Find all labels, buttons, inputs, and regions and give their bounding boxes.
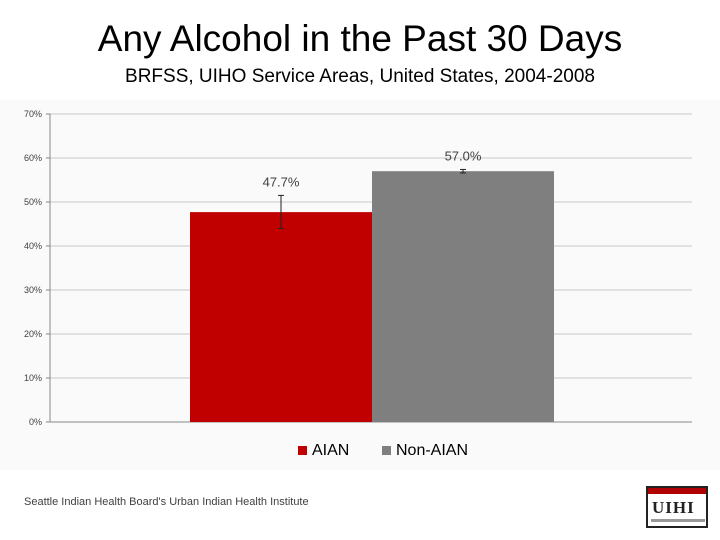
slide-subtitle: BRFSS, UIHO Service Areas, United States… <box>125 66 595 87</box>
bar-chart: 0% 10% 20% 30% 40% 50% 60% 70% 47.7% 57.0% AIAN Non… <box>24 109 692 459</box>
y-tick-label: 10% <box>24 373 42 383</box>
logo-text: UIHI <box>652 498 695 517</box>
y-tick-label: 70% <box>24 109 42 119</box>
footer-credit: Seattle Indian Health Board's Urban Indi… <box>24 496 309 508</box>
y-tick-label: 40% <box>24 241 42 251</box>
chart-area: 0% 10% 20% 30% 40% 50% 60% 70% 47.7% 57.0% AIAN Non… <box>0 100 720 470</box>
bar <box>372 171 554 422</box>
logo-subline <box>651 519 705 522</box>
slide-title: Any Alcohol in the Past 30 Days <box>97 18 623 59</box>
y-tick-label: 50% <box>24 197 42 207</box>
legend-swatch <box>298 446 307 455</box>
uihi-logo: UIHI <box>646 486 708 528</box>
y-tick-label: 30% <box>24 285 42 295</box>
data-label: 57.0% <box>445 148 482 163</box>
legend-swatch <box>382 446 391 455</box>
data-label: 47.7% <box>263 174 300 189</box>
y-tick-label: 0% <box>29 417 42 427</box>
logo-accent-bar <box>648 488 706 494</box>
y-tick-label: 20% <box>24 329 42 339</box>
y-tick-label: 60% <box>24 153 42 163</box>
bar <box>190 212 372 422</box>
legend-label: Non-AIAN <box>396 442 468 459</box>
legend-label: AIAN <box>312 442 349 459</box>
